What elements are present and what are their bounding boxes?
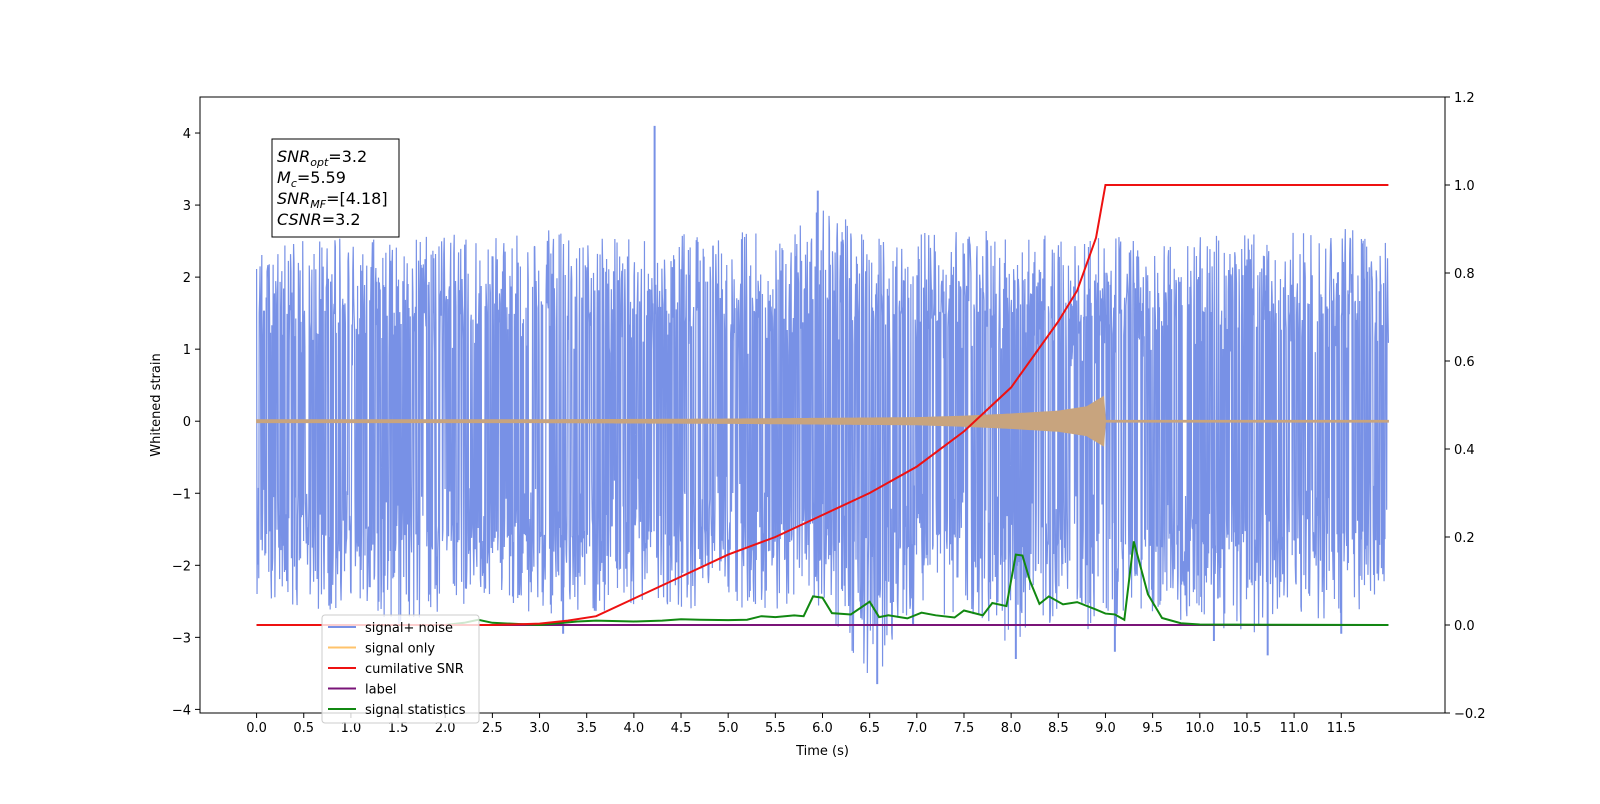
annotation-value: =[4.18] bbox=[326, 189, 388, 208]
legend: signal+ noise signal only cumilative SNR la… bbox=[321, 614, 480, 724]
x-tick-label: 0.0 bbox=[246, 721, 267, 736]
plot-area bbox=[255, 125, 1390, 685]
x-tick-label: 2.5 bbox=[482, 721, 503, 736]
x-tick-label: 7.0 bbox=[906, 721, 927, 736]
x-tick-label: 1.0 bbox=[341, 721, 362, 736]
y-tick-label: −4 bbox=[172, 703, 191, 718]
y2-tick-label: 0.8 bbox=[1454, 267, 1475, 282]
x-tick-label: 10.5 bbox=[1232, 721, 1261, 736]
y-tick-label: 2 bbox=[183, 271, 191, 286]
legend-label: signal statistics bbox=[365, 703, 466, 718]
annotation-line: SNRopt=3.2 bbox=[277, 147, 367, 169]
x-tick-label: 5.0 bbox=[718, 721, 739, 736]
x-tick-label: 9.5 bbox=[1142, 721, 1163, 736]
y2-tick-label: 1.2 bbox=[1454, 91, 1475, 106]
legend-label: signal only bbox=[365, 642, 435, 657]
y2-tick-label: 1.0 bbox=[1454, 179, 1475, 194]
x-tick-label: 10.0 bbox=[1185, 721, 1214, 736]
x-tick-label: 11.5 bbox=[1327, 721, 1356, 736]
annotation-subscript: c bbox=[291, 177, 297, 190]
annotation-subscript: opt bbox=[310, 156, 329, 169]
annotation-line: Mc=5.59 bbox=[277, 168, 346, 190]
y-tick-label: −1 bbox=[172, 487, 191, 502]
axes: 0.0 0.5 1.0 1.5 2.0 2.5 3.0 3.5 4.0 4.5 5.0 5.5 6.0 6… bbox=[149, 91, 1486, 759]
x-tick-label: 5.5 bbox=[765, 721, 786, 736]
annotation-subscript: MF bbox=[310, 198, 326, 211]
x-tick-label: 11.0 bbox=[1280, 721, 1309, 736]
y-axis-label: Whitened strain bbox=[149, 353, 164, 456]
x-tick-label: 0.5 bbox=[293, 721, 314, 736]
legend-frame bbox=[321, 614, 480, 724]
y2-tick-label: 0.6 bbox=[1454, 355, 1475, 370]
y-tick-label: −2 bbox=[172, 559, 191, 574]
x-axis-label: Time (s) bbox=[795, 744, 849, 759]
annotation-symbol: M bbox=[277, 168, 291, 187]
annotation-value: =3.2 bbox=[328, 147, 367, 166]
legend-label: label bbox=[365, 683, 396, 698]
y-tick-label: 0 bbox=[183, 415, 191, 430]
y-tick-label: 1 bbox=[183, 343, 191, 358]
annotation-line: CSNR=3.2 bbox=[277, 210, 361, 229]
y-tick-label: 4 bbox=[183, 127, 191, 142]
x-tick-label: 3.5 bbox=[576, 721, 597, 736]
x-tick-label: 6.5 bbox=[859, 721, 880, 736]
annotation-line: SNRMF=[4.18] bbox=[277, 189, 388, 211]
x-tick-label: 2.0 bbox=[435, 721, 456, 736]
series-line-signal-only bbox=[256, 395, 1389, 447]
x-tick-label: 7.5 bbox=[954, 721, 975, 736]
x-tick-label: 9.0 bbox=[1095, 721, 1116, 736]
x-tick-label: 4.0 bbox=[624, 721, 645, 736]
x-tick-label: 8.5 bbox=[1048, 721, 1069, 736]
x-tick-label: 3.0 bbox=[529, 721, 550, 736]
annotation-symbol: CSNR bbox=[277, 210, 322, 229]
y-tick-label: −3 bbox=[172, 631, 191, 646]
series-line-signal-statistics bbox=[256, 541, 1389, 627]
x-tick-label: 4.5 bbox=[671, 721, 692, 736]
annotation-frame bbox=[271, 138, 400, 238]
annotation-symbol: SNR bbox=[277, 147, 310, 166]
series-line-signal-plus-noise bbox=[255, 210, 1390, 673]
annotation-value: =3.2 bbox=[322, 210, 361, 229]
x-tick-label: 1.5 bbox=[388, 721, 409, 736]
y2-tick-label: −0.2 bbox=[1454, 707, 1486, 722]
series-line-cumulative-snr bbox=[256, 184, 1389, 626]
y2-tick-label: 0.0 bbox=[1454, 619, 1475, 634]
x-tick-label: 6.0 bbox=[812, 721, 833, 736]
x-tick-label: 8.0 bbox=[1001, 721, 1022, 736]
y2-tick-label: 0.4 bbox=[1454, 443, 1475, 458]
annotation-symbol: SNR bbox=[277, 189, 310, 208]
annotation-value: =5.59 bbox=[297, 168, 346, 187]
y-tick-label: 3 bbox=[183, 199, 191, 214]
legend-label: cumilative SNR bbox=[365, 662, 464, 677]
y2-tick-label: 0.2 bbox=[1454, 531, 1475, 546]
legend-label: signal+ noise bbox=[365, 621, 453, 636]
